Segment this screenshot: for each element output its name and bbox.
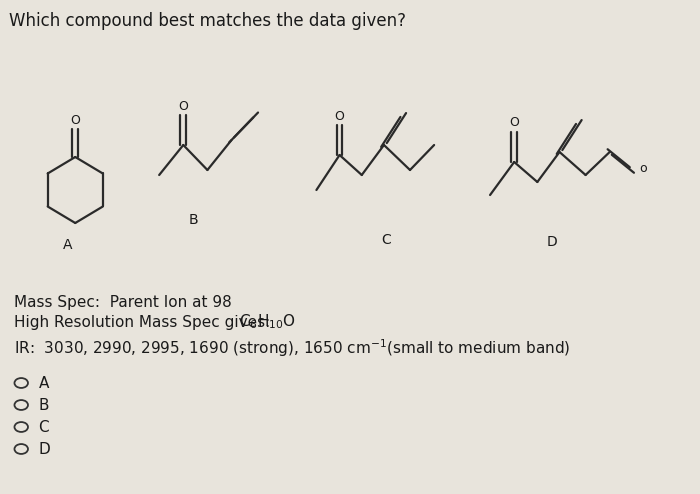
Text: A: A: [63, 238, 72, 252]
Text: O: O: [510, 117, 519, 129]
Text: Mass Spec:  Parent Ion at 98: Mass Spec: Parent Ion at 98: [13, 294, 231, 310]
Text: O: O: [70, 114, 80, 126]
Text: O: O: [178, 99, 188, 113]
Text: High Resolution Mass Spec gives:: High Resolution Mass Spec gives:: [13, 315, 279, 329]
Text: B: B: [38, 398, 49, 412]
Text: C: C: [38, 419, 49, 435]
Text: D: D: [38, 442, 50, 456]
Text: IR:  3030, 2990, 2995, 1690 (strong), 1650 cm$^{-1}$(small to medium band): IR: 3030, 2990, 2995, 1690 (strong), 165…: [13, 337, 570, 359]
Text: A: A: [38, 375, 49, 390]
Text: B: B: [188, 213, 198, 227]
Text: D: D: [547, 235, 557, 249]
Text: O: O: [335, 110, 344, 123]
Text: Which compound best matches the data given?: Which compound best matches the data giv…: [10, 12, 407, 30]
Text: $\mathregular{C_6H_{10}O}$: $\mathregular{C_6H_{10}O}$: [239, 313, 296, 331]
Text: C: C: [381, 233, 391, 247]
Text: o: o: [640, 162, 648, 174]
